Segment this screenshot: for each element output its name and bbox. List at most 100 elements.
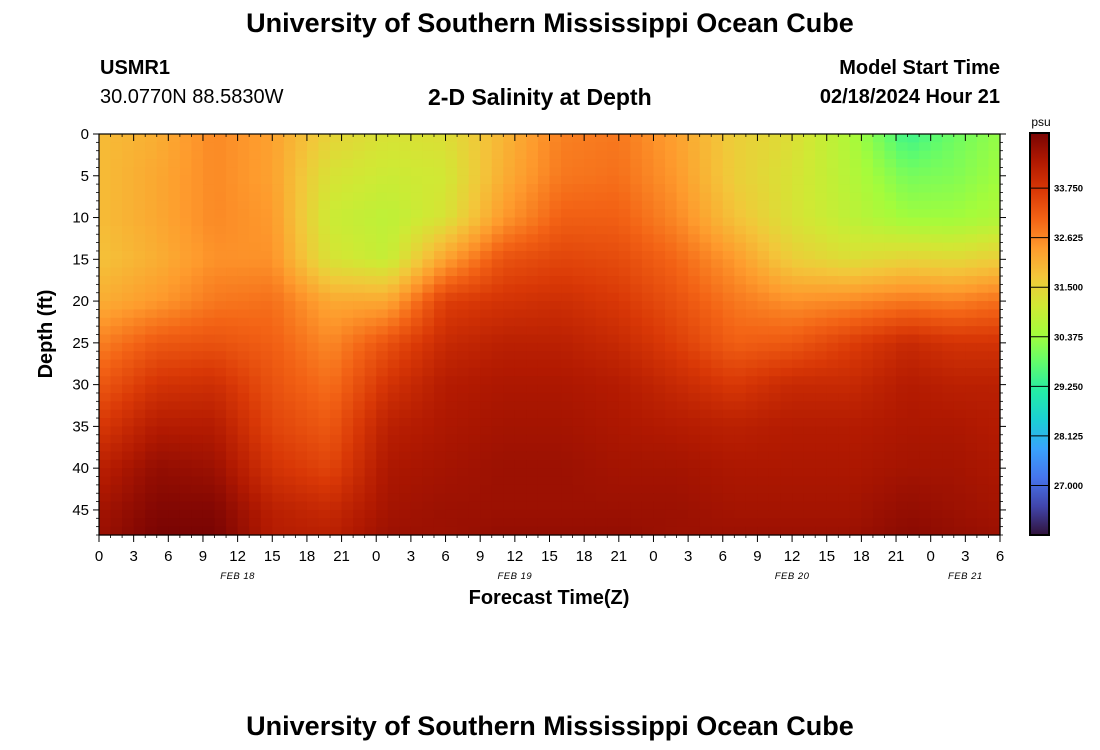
heatmap-cell xyxy=(202,242,216,252)
heatmap-cell xyxy=(838,167,851,177)
heatmap-cell xyxy=(353,200,366,210)
heatmap-cell xyxy=(272,276,285,285)
heatmap-cell xyxy=(399,175,412,185)
heatmap-cell xyxy=(526,276,539,285)
heatmap-cell xyxy=(318,459,331,469)
heatmap-cell xyxy=(445,309,458,319)
heatmap-cell xyxy=(872,259,886,269)
heatmap-cell xyxy=(826,309,839,319)
heatmap-cell xyxy=(537,426,551,436)
heatmap-cell xyxy=(549,234,562,244)
heatmap-cell xyxy=(630,167,643,177)
heatmap-cell xyxy=(99,142,112,152)
heatmap-cell xyxy=(295,242,308,252)
heatmap-cell xyxy=(318,501,331,511)
heatmap-cell xyxy=(849,225,862,235)
heatmap-cell xyxy=(907,259,920,269)
heatmap-cell xyxy=(711,167,724,177)
heatmap-cell xyxy=(953,200,966,210)
heatmap-cell xyxy=(537,334,551,344)
heatmap-cell xyxy=(722,501,735,511)
heatmap-cell xyxy=(526,501,539,511)
heatmap-cell xyxy=(584,451,597,461)
heatmap-cell xyxy=(699,167,712,177)
heatmap-cell xyxy=(803,468,816,478)
heatmap-cell xyxy=(884,209,897,219)
heatmap-cell xyxy=(838,367,851,377)
heatmap-cell xyxy=(734,476,747,486)
heatmap-cell xyxy=(133,209,146,219)
heatmap-cell xyxy=(838,192,851,202)
heatmap-cell xyxy=(399,184,412,194)
heatmap-cell xyxy=(376,392,389,402)
heatmap-cell xyxy=(688,367,701,377)
heatmap-cell xyxy=(965,376,978,386)
heatmap-cell xyxy=(433,284,447,294)
heatmap-cell xyxy=(745,384,759,394)
heatmap-cell xyxy=(734,309,747,319)
heatmap-cell xyxy=(237,509,250,519)
heatmap-cell xyxy=(179,175,193,185)
heatmap-cell xyxy=(226,384,239,394)
heatmap-cell xyxy=(318,326,331,336)
heatmap-cell xyxy=(884,334,897,344)
heatmap-cell xyxy=(907,167,920,177)
heatmap-cell xyxy=(191,509,204,519)
heatmap-cell xyxy=(919,284,932,294)
heatmap-cell xyxy=(433,259,447,269)
heatmap-cell xyxy=(734,150,747,160)
heatmap-cell xyxy=(780,468,793,478)
heatmap-cell xyxy=(780,359,793,369)
heatmap-cell xyxy=(641,518,655,528)
heatmap-cell xyxy=(965,192,978,202)
heatmap-cell xyxy=(491,392,504,402)
y-tick-label: 5 xyxy=(81,168,89,185)
heatmap-cell xyxy=(387,250,400,260)
heatmap-cell xyxy=(572,376,585,386)
heatmap-cell xyxy=(445,284,458,294)
heatmap-cell xyxy=(757,184,770,194)
heatmap-cell xyxy=(630,476,643,486)
heatmap-cell xyxy=(561,317,574,327)
heatmap-cell xyxy=(907,284,920,294)
heatmap-cell xyxy=(514,484,527,494)
heatmap-cell xyxy=(457,518,470,528)
heatmap-cell xyxy=(768,334,782,344)
heatmap-cell xyxy=(838,376,851,386)
heatmap-cell xyxy=(514,284,527,294)
heatmap-cell xyxy=(849,493,862,503)
heatmap-cell xyxy=(330,359,343,369)
heatmap-cell xyxy=(237,309,250,319)
heatmap-cell xyxy=(272,326,285,336)
heatmap-cell xyxy=(376,376,389,386)
heatmap-cell xyxy=(665,192,678,202)
heatmap-cell xyxy=(688,518,701,528)
heatmap-cell xyxy=(618,309,631,319)
heatmap-cell xyxy=(364,459,377,469)
heatmap-cell xyxy=(896,175,909,185)
heatmap-cell xyxy=(676,225,689,235)
heatmap-cell xyxy=(480,134,493,143)
heatmap-cell xyxy=(410,242,424,252)
heatmap-cell xyxy=(480,342,493,352)
heatmap-cell xyxy=(283,292,296,302)
heatmap-cell xyxy=(376,175,389,185)
heatmap-cell xyxy=(745,392,759,402)
heatmap-cell xyxy=(872,476,886,486)
heatmap-cell xyxy=(745,359,759,369)
heatmap-cell xyxy=(826,459,839,469)
heatmap-cell xyxy=(734,426,747,436)
heatmap-cell xyxy=(122,342,135,352)
heatmap-cell xyxy=(953,184,966,194)
heatmap-cell xyxy=(226,426,239,436)
heatmap-cell xyxy=(653,276,666,285)
heatmap-cell xyxy=(191,326,204,336)
heatmap-cell xyxy=(942,142,955,152)
heatmap-cell xyxy=(387,376,400,386)
heatmap-cell xyxy=(665,384,678,394)
heatmap-cell xyxy=(133,292,146,302)
heatmap-cell xyxy=(595,409,608,419)
heatmap-cell xyxy=(653,376,666,386)
heatmap-cell xyxy=(422,351,435,361)
heatmap-cell xyxy=(780,200,793,210)
